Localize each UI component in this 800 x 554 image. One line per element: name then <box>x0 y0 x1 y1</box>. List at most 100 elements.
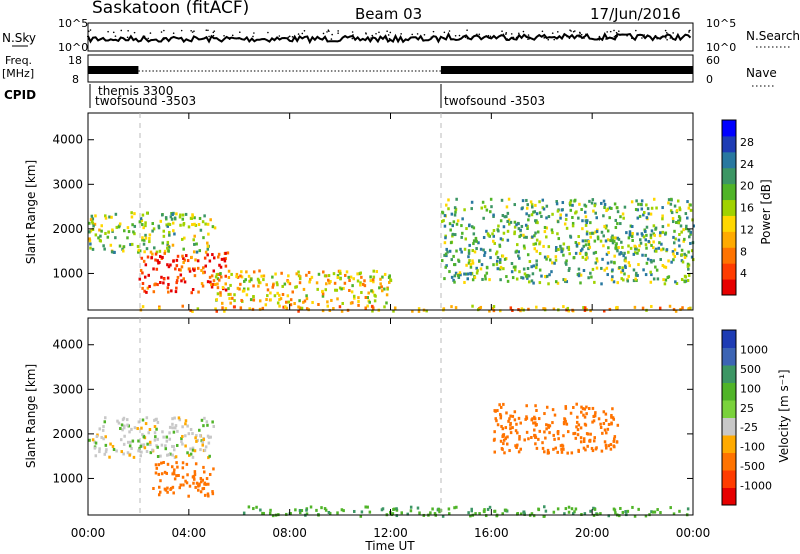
echo-cell <box>199 434 202 438</box>
echo-cell <box>226 251 230 255</box>
echo-cell <box>621 269 625 273</box>
echo-cell <box>639 202 643 206</box>
echo-cell <box>171 221 175 225</box>
echo-cell <box>209 280 212 284</box>
echo-cell <box>317 272 321 276</box>
echo-cell <box>455 505 458 509</box>
echo-cell <box>110 250 114 254</box>
echo-cell <box>538 211 542 215</box>
echo-cell <box>180 440 183 444</box>
echo-cell <box>570 507 574 511</box>
echo-cell <box>212 256 216 260</box>
echo-cell <box>171 453 174 457</box>
echo-cell <box>613 508 617 512</box>
echo-cell <box>279 297 283 301</box>
echo-cell <box>266 288 270 292</box>
echo-cell <box>231 296 234 300</box>
echo-cell <box>689 208 693 212</box>
echo-cell <box>130 242 134 246</box>
echo-cell <box>669 506 672 510</box>
echo-cell <box>509 414 512 418</box>
echo-cell <box>500 198 504 202</box>
echo-cell <box>286 280 290 284</box>
echo-cell <box>474 236 478 240</box>
echo-cell <box>348 278 351 282</box>
echo-cell <box>375 270 379 274</box>
echo-cell <box>516 512 519 516</box>
echo-cell <box>252 284 255 288</box>
echo-cell <box>211 253 214 257</box>
echo-cell <box>353 296 356 300</box>
echo-cell <box>533 247 536 251</box>
echo-cell <box>109 442 112 446</box>
echo-cell <box>547 282 550 286</box>
colorbar-swatch <box>722 347 736 366</box>
echo-cell <box>615 440 619 444</box>
echo-cell <box>580 208 583 212</box>
echo-cell <box>515 277 519 281</box>
nsearch-point <box>605 38 607 40</box>
nsearch-point <box>666 38 668 41</box>
echo-cell <box>613 261 616 265</box>
echo-cell <box>206 244 210 248</box>
echo-cell <box>469 272 473 276</box>
colorbar-swatch <box>722 279 736 296</box>
echo-cell <box>572 432 575 436</box>
echo-cell <box>220 257 224 261</box>
echo-cell <box>172 444 175 448</box>
echo-cell <box>168 230 171 234</box>
echo-cell <box>650 229 654 233</box>
echo-cell <box>562 242 566 246</box>
echo-cell <box>652 246 655 250</box>
echo-cell <box>519 309 522 313</box>
echo-cell <box>535 212 539 216</box>
echo-cell <box>592 415 595 419</box>
echo-cell <box>556 450 559 454</box>
echo-cell <box>173 216 177 220</box>
echo-cell <box>245 293 249 297</box>
echo-cell <box>647 212 651 216</box>
echo-cell <box>175 264 179 268</box>
echo-cell <box>667 223 670 227</box>
echo-cell <box>602 244 605 248</box>
nsearch-point <box>126 36 129 39</box>
echo-cell <box>298 306 302 310</box>
echo-cell <box>601 257 604 261</box>
echo-cell <box>159 454 162 458</box>
echo-cell <box>130 446 133 450</box>
echo-cell <box>677 238 681 242</box>
freq-tick-top: 18 <box>68 54 82 67</box>
echo-cell <box>100 224 103 228</box>
echo-cell <box>631 505 634 509</box>
echo-cell <box>585 219 589 223</box>
echo-cell <box>372 280 375 284</box>
echo-cell <box>144 224 147 228</box>
echo-cell <box>610 260 613 264</box>
echo-cell <box>455 222 459 226</box>
echo-cell <box>175 281 178 285</box>
echo-cell <box>294 508 297 512</box>
nsearch-point <box>252 35 254 38</box>
colorbar-swatch <box>722 382 736 401</box>
echo-cell <box>637 202 640 206</box>
echo-cell <box>463 272 466 276</box>
echo-cell <box>557 437 560 441</box>
echo-cell <box>485 266 489 270</box>
echo-cell <box>567 505 571 509</box>
echo-cell <box>232 305 236 309</box>
echo-cell <box>620 270 623 274</box>
echo-cell <box>562 447 565 451</box>
echo-cell <box>332 272 336 276</box>
echo-cell <box>173 232 176 236</box>
echo-cell <box>200 480 203 484</box>
echo-cell <box>179 273 183 277</box>
echo-cell <box>619 251 623 255</box>
echo-cell <box>274 272 277 276</box>
echo-cell <box>451 224 454 228</box>
nsearch-point <box>466 37 469 40</box>
nsearch-point <box>212 34 215 37</box>
echo-cell <box>103 452 107 456</box>
nsearch-point <box>502 33 505 36</box>
echo-cell <box>210 283 213 287</box>
echo-cell <box>579 281 582 285</box>
